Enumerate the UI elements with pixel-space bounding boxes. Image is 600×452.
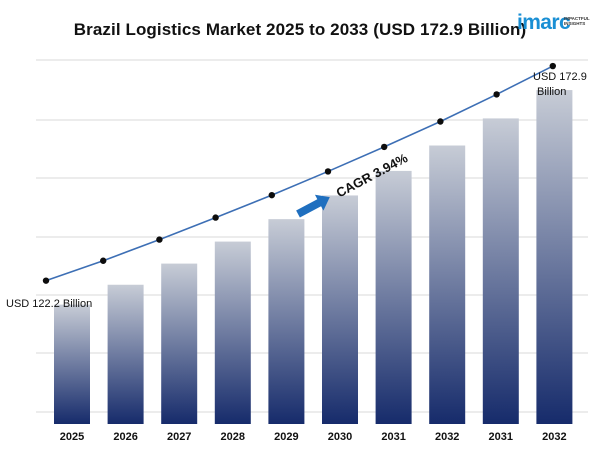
trend-point-3 [212, 214, 219, 221]
logo-tagline: IMPACTFUL INSIGHTS [564, 16, 590, 26]
trend-polyline [45, 65, 554, 282]
trend-point-4 [268, 191, 275, 199]
end-value-label-line2: Billion [537, 86, 566, 98]
imarc-logo: imarc IMPACTFUL INSIGHTS [517, 10, 591, 40]
x-tick-label-3: 2028 [221, 431, 245, 443]
trend-point-8 [493, 91, 500, 98]
start-value-label: USD 122.2 Billion [6, 298, 92, 310]
x-axis-labels: 2025 2026 2027 2028 2029 2030 2031 2032 2031 2032 [60, 431, 567, 443]
trend-point-2 [156, 236, 163, 243]
trend-line [45, 65, 554, 282]
x-tick-label-6: 2031 [381, 431, 405, 443]
x-tick-label-5: 2030 [328, 431, 352, 443]
bar-2027-2 [161, 263, 198, 424]
trend-point-0 [42, 277, 50, 284]
chart-title: Brazil Logistics Market 2025 to 2033 (US… [73, 20, 527, 39]
end-value-label-line1: USD 172.9 [533, 71, 587, 83]
x-tick-label-7: 2032 [435, 431, 459, 443]
trend-point-1 [100, 257, 107, 264]
x-tick-label-2: 2027 [167, 431, 191, 443]
bar-2026-1 [107, 284, 144, 424]
trend-point-9 [549, 62, 556, 70]
trend-point-7 [437, 118, 444, 125]
x-tick-label-8: 2031 [489, 431, 513, 443]
bar-2029-4 [268, 219, 305, 424]
x-tick-label-9: 2032 [542, 431, 566, 443]
x-tick-label-0: 2025 [60, 431, 84, 443]
bar-2030-5 [322, 195, 358, 424]
bar-2028-3 [214, 241, 251, 424]
bar-2032-9 [536, 90, 573, 425]
x-tick-label-4: 2029 [274, 431, 298, 443]
bar-2032-7 [429, 145, 466, 424]
trend-markers [42, 62, 556, 284]
bar-2031-8 [482, 118, 519, 424]
cagr-arrow-icon [296, 194, 330, 218]
bar-2031-6 [375, 170, 412, 424]
logo-wordmark: imarc [517, 11, 571, 34]
x-tick-label-1: 2026 [113, 431, 137, 443]
trend-point-5 [324, 168, 332, 175]
bars [54, 90, 573, 425]
bar-2025-0 [54, 304, 90, 424]
trend-point-6 [381, 143, 388, 151]
